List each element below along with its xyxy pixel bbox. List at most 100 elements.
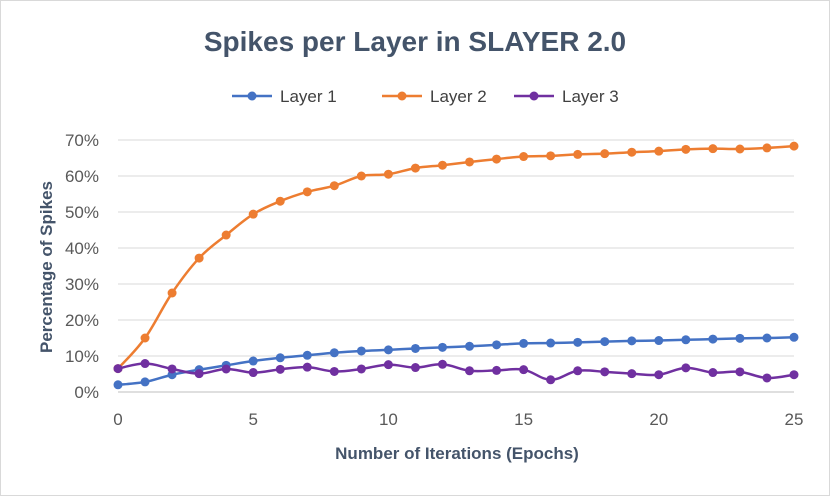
data-point xyxy=(654,146,664,156)
data-point xyxy=(113,380,123,390)
x-axis-ticks: 0 5 10 15 20 25 xyxy=(113,410,803,429)
y-tick-label: 70% xyxy=(65,131,99,150)
data-point xyxy=(410,343,420,353)
y-tick-label: 60% xyxy=(65,167,99,186)
data-point xyxy=(735,144,745,154)
data-point xyxy=(627,369,637,379)
data-point xyxy=(437,160,447,170)
data-point xyxy=(519,365,529,375)
chart-title: Spikes per Layer in SLAYER 2.0 xyxy=(204,26,626,57)
data-point xyxy=(492,340,502,350)
legend-swatch-marker xyxy=(247,91,257,101)
data-point xyxy=(627,147,637,157)
legend-item: Layer 3 xyxy=(514,87,619,106)
data-point xyxy=(708,334,718,344)
y-tick-label: 50% xyxy=(65,203,99,222)
legend-label: Layer 2 xyxy=(430,87,487,106)
data-point xyxy=(356,346,366,356)
data-point xyxy=(302,187,312,197)
data-point xyxy=(519,338,529,348)
series-layer-2 xyxy=(113,141,799,374)
data-point xyxy=(681,144,691,154)
data-point xyxy=(708,144,718,154)
data-point xyxy=(465,366,475,376)
data-point xyxy=(410,363,420,373)
data-point xyxy=(248,356,258,366)
data-point xyxy=(221,230,231,240)
data-point xyxy=(789,141,799,151)
legend-item: Layer 1 xyxy=(232,87,337,106)
data-point xyxy=(492,154,502,164)
data-point xyxy=(735,367,745,377)
data-point xyxy=(329,181,339,191)
data-point xyxy=(654,336,664,346)
series-line xyxy=(117,336,795,387)
x-tick-label: 20 xyxy=(649,410,668,429)
data-point xyxy=(735,333,745,343)
data-point xyxy=(546,151,556,161)
data-point xyxy=(248,209,258,219)
data-point xyxy=(410,163,420,173)
data-point xyxy=(113,364,123,374)
series-line xyxy=(117,144,795,370)
y-axis-ticks: 0% 10% 20% 30% 40% 50% 60% 70% xyxy=(65,131,99,402)
data-point xyxy=(762,333,772,343)
data-point xyxy=(248,368,258,378)
data-point xyxy=(789,332,799,342)
data-point xyxy=(302,362,312,372)
data-point xyxy=(654,370,664,380)
data-point xyxy=(140,359,150,369)
data-point xyxy=(167,288,177,298)
data-point xyxy=(356,364,366,374)
x-tick-label: 5 xyxy=(248,410,257,429)
series-group xyxy=(113,141,799,390)
data-point xyxy=(708,368,718,378)
y-tick-label: 30% xyxy=(65,275,99,294)
data-point xyxy=(275,196,285,206)
data-point xyxy=(546,338,556,348)
data-point xyxy=(681,335,691,345)
data-point xyxy=(383,345,393,355)
data-point xyxy=(573,149,583,159)
x-tick-label: 25 xyxy=(785,410,804,429)
data-point xyxy=(573,337,583,347)
data-point xyxy=(140,333,150,343)
data-point xyxy=(492,365,502,375)
legend-label: Layer 3 xyxy=(562,87,619,106)
legend-swatch-marker xyxy=(529,91,539,101)
data-point xyxy=(681,363,691,373)
series-layer-3 xyxy=(113,359,799,385)
x-axis-label: Number of Iterations (Epochs) xyxy=(335,444,579,463)
data-point xyxy=(302,350,312,360)
data-point xyxy=(546,375,556,385)
data-point xyxy=(627,336,637,346)
data-point xyxy=(600,337,610,347)
y-tick-label: 0% xyxy=(74,383,99,402)
data-point xyxy=(600,367,610,377)
data-point xyxy=(329,366,339,376)
data-point xyxy=(437,359,447,369)
data-point xyxy=(329,348,339,358)
data-point xyxy=(573,366,583,376)
data-point xyxy=(519,152,529,162)
data-point xyxy=(383,360,393,370)
data-point xyxy=(140,377,150,387)
y-axis-label: Percentage of Spikes xyxy=(37,181,56,353)
y-tick-label: 10% xyxy=(65,347,99,366)
data-point xyxy=(600,149,610,159)
series-layer-1 xyxy=(113,332,799,390)
x-tick-label: 0 xyxy=(113,410,122,429)
data-point xyxy=(194,369,204,379)
legend-label: Layer 1 xyxy=(280,87,337,106)
data-point xyxy=(275,353,285,363)
data-point xyxy=(383,169,393,179)
data-point xyxy=(437,342,447,352)
legend-swatch-marker xyxy=(397,91,407,101)
data-point xyxy=(465,157,475,167)
data-point xyxy=(356,171,366,181)
y-tick-label: 40% xyxy=(65,239,99,258)
legend-item: Layer 2 xyxy=(382,87,487,106)
data-point xyxy=(762,373,772,383)
x-tick-label: 10 xyxy=(379,410,398,429)
